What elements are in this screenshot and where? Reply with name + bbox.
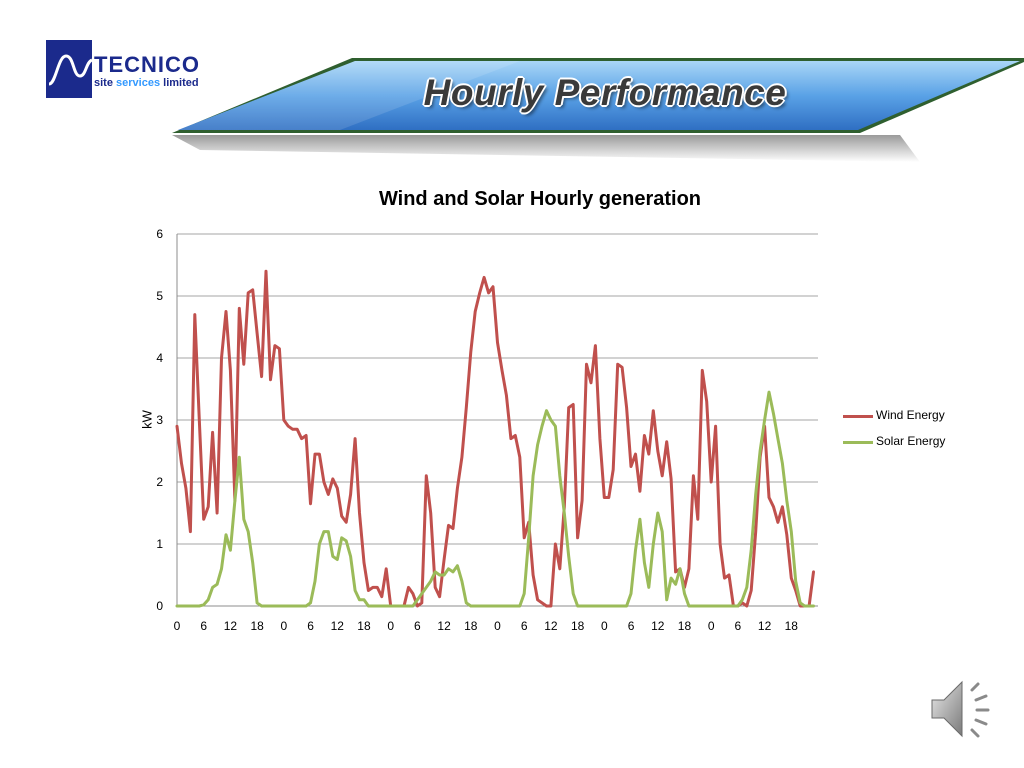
x-tick-label: 12 — [651, 619, 665, 633]
slide-title: Hourly Performance — [423, 72, 787, 113]
x-tick-label: 0 — [601, 619, 608, 633]
x-tick-label: 0 — [387, 619, 394, 633]
logo-subtitle: site services limited — [94, 77, 199, 89]
x-tick-label: 0 — [708, 619, 715, 633]
speaker-icon[interactable] — [928, 676, 1000, 742]
x-tick-label: 6 — [307, 619, 314, 633]
logo-name: TECNICO — [94, 52, 200, 77]
x-tick-label: 18 — [678, 619, 692, 633]
x-tick-label: 18 — [357, 619, 371, 633]
x-tick-label: 0 — [280, 619, 287, 633]
y-tick-label: 3 — [156, 413, 163, 427]
logo-sub-site: site — [94, 77, 113, 89]
y-tick-label: 2 — [156, 475, 163, 489]
x-tick-label: 12 — [224, 619, 238, 633]
title-banner — [172, 58, 1024, 162]
y-tick-label: 6 — [156, 227, 163, 241]
chart-title: Wind and Solar Hourly generation — [378, 188, 702, 210]
series-line-solar-energy — [175, 390, 815, 608]
x-tick-label: 0 — [174, 619, 181, 633]
x-tick-label: 12 — [437, 619, 451, 633]
y-tick-label: 4 — [156, 351, 163, 365]
series-line-wind-energy — [175, 269, 815, 608]
x-tick-label: 18 — [250, 619, 264, 633]
x-tick-label: 6 — [735, 619, 742, 633]
x-tick-label: 6 — [200, 619, 207, 633]
y-tick-label: 5 — [156, 289, 163, 303]
x-tick-label: 6 — [521, 619, 528, 633]
x-tick-label: 18 — [571, 619, 585, 633]
logo-sub-services: services — [116, 77, 161, 89]
x-tick-label: 12 — [758, 619, 772, 633]
logo-wave-icon — [46, 40, 93, 98]
legend-label-wind: Wind Energy — [876, 408, 945, 422]
y-tick-label: 0 — [156, 599, 163, 613]
x-tick-label: 0 — [494, 619, 501, 633]
legend-label-solar: Solar Energy — [876, 434, 946, 448]
x-tick-label: 6 — [628, 619, 635, 633]
x-tick-label: 12 — [331, 619, 345, 633]
logo-sub-limited: limited — [163, 77, 199, 89]
legend-swatch-wind — [843, 415, 873, 418]
x-tick-label: 6 — [414, 619, 421, 633]
company-logo: TECNICO site services limited — [46, 40, 216, 100]
x-tick-label: 18 — [464, 619, 478, 633]
y-tick-label: 1 — [156, 537, 163, 551]
legend-swatch-solar — [843, 441, 873, 444]
x-tick-label: 18 — [785, 619, 799, 633]
x-tick-label: 12 — [544, 619, 558, 633]
